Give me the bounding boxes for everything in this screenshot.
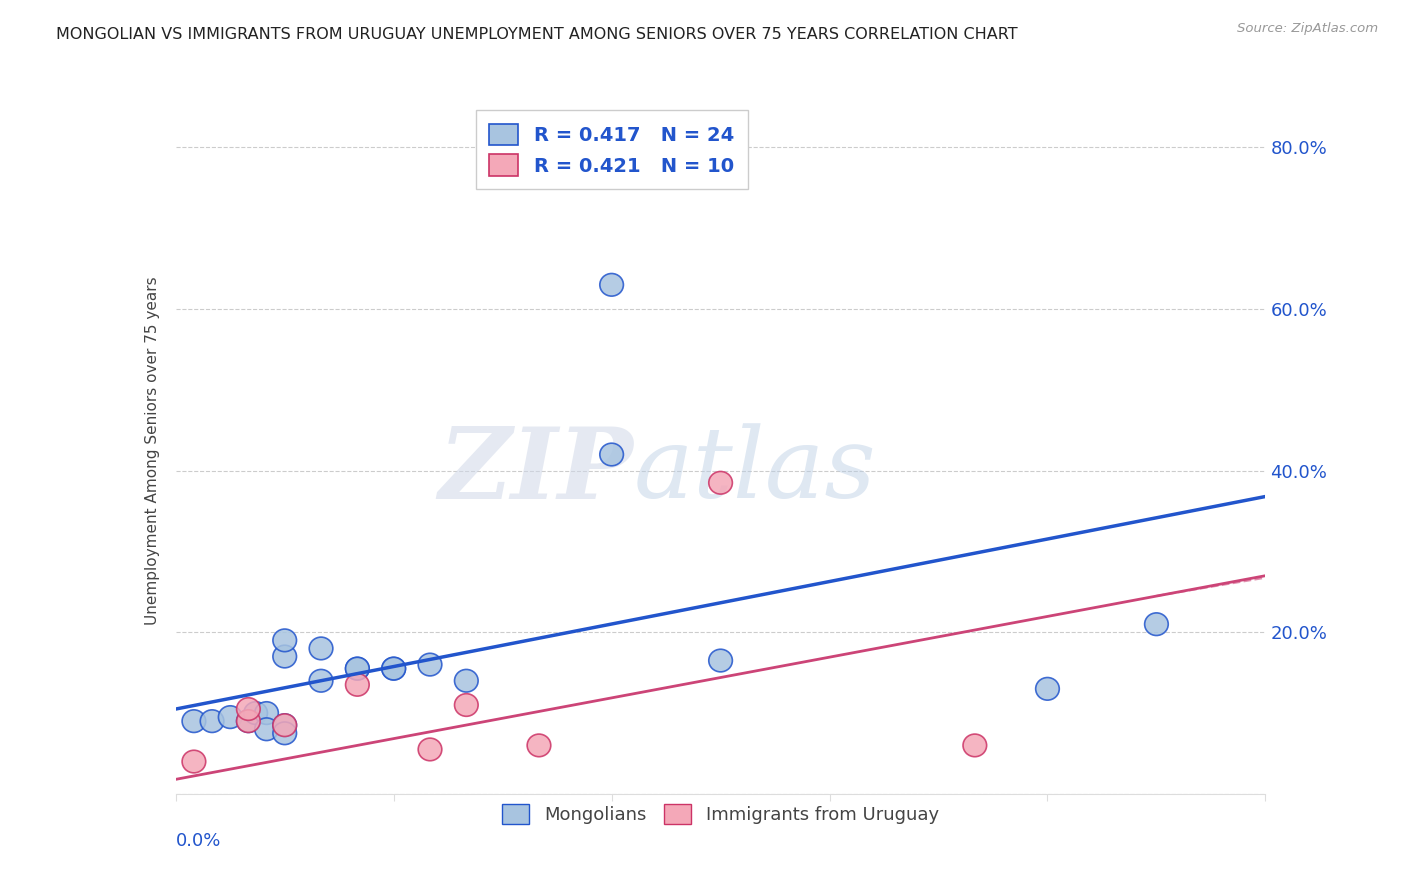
Y-axis label: Unemployment Among Seniors over 75 years: Unemployment Among Seniors over 75 years (145, 277, 160, 624)
Ellipse shape (236, 710, 260, 732)
Ellipse shape (183, 750, 205, 772)
Text: atlas: atlas (633, 424, 876, 519)
Ellipse shape (236, 698, 260, 721)
Ellipse shape (273, 714, 297, 737)
Text: 0.0%: 0.0% (176, 831, 221, 850)
Ellipse shape (254, 702, 278, 724)
Legend: Mongolians, Immigrants from Uruguay: Mongolians, Immigrants from Uruguay (494, 795, 948, 833)
Ellipse shape (273, 722, 297, 745)
Ellipse shape (709, 649, 733, 672)
Ellipse shape (1144, 613, 1168, 635)
Ellipse shape (346, 657, 370, 680)
Ellipse shape (183, 710, 205, 732)
Ellipse shape (346, 657, 370, 680)
Ellipse shape (454, 694, 478, 716)
Ellipse shape (273, 645, 297, 668)
Ellipse shape (600, 443, 623, 466)
Text: Source: ZipAtlas.com: Source: ZipAtlas.com (1237, 22, 1378, 36)
Ellipse shape (454, 669, 478, 692)
Ellipse shape (709, 472, 733, 494)
Ellipse shape (243, 702, 267, 724)
Ellipse shape (527, 734, 551, 756)
Ellipse shape (218, 706, 242, 729)
Ellipse shape (418, 653, 441, 676)
Ellipse shape (254, 718, 278, 740)
Text: MONGOLIAN VS IMMIGRANTS FROM URUGUAY UNEMPLOYMENT AMONG SENIORS OVER 75 YEARS CO: MONGOLIAN VS IMMIGRANTS FROM URUGUAY UNE… (56, 27, 1018, 42)
Ellipse shape (273, 629, 297, 652)
Text: ZIP: ZIP (439, 423, 633, 519)
Ellipse shape (309, 637, 333, 660)
Ellipse shape (382, 657, 405, 680)
Ellipse shape (200, 710, 224, 732)
Ellipse shape (963, 734, 987, 756)
Ellipse shape (236, 710, 260, 732)
Ellipse shape (382, 657, 405, 680)
Ellipse shape (1036, 678, 1059, 700)
Ellipse shape (418, 738, 441, 761)
Ellipse shape (346, 673, 370, 696)
Ellipse shape (273, 714, 297, 737)
Ellipse shape (600, 274, 623, 296)
Ellipse shape (309, 669, 333, 692)
